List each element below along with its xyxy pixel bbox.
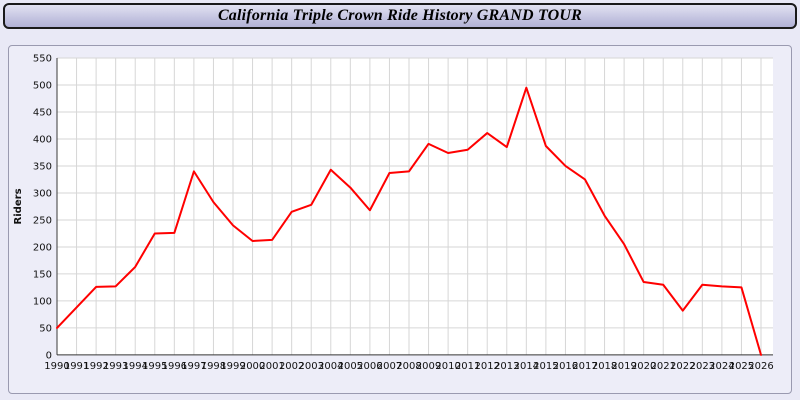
svg-text:1997: 1997 [181, 361, 206, 372]
riders-line-chart: 0501001502002503003504004505005501990199… [13, 54, 774, 372]
svg-text:1996: 1996 [162, 361, 187, 372]
svg-text:2010: 2010 [435, 361, 460, 372]
svg-text:2011: 2011 [455, 361, 480, 372]
svg-text:150: 150 [33, 269, 52, 280]
svg-text:2016: 2016 [553, 361, 578, 372]
svg-text:2025: 2025 [729, 361, 754, 372]
svg-text:1998: 1998 [201, 361, 226, 372]
svg-text:450: 450 [33, 108, 52, 119]
svg-text:2019: 2019 [611, 361, 636, 372]
svg-text:2015: 2015 [533, 361, 558, 372]
svg-text:2008: 2008 [396, 361, 421, 372]
svg-text:200: 200 [33, 242, 52, 253]
svg-text:1999: 1999 [220, 361, 245, 372]
svg-text:2017: 2017 [572, 361, 597, 372]
svg-text:0: 0 [46, 350, 52, 361]
svg-text:2023: 2023 [690, 361, 715, 372]
svg-text:1991: 1991 [64, 361, 89, 372]
chart-panel: 0 50 100 150 200 250 300 350 400 450 500 550 1990 199… [8, 45, 792, 394]
svg-text:350: 350 [33, 161, 52, 172]
svg-text:500: 500 [33, 81, 52, 92]
svg-text:2001: 2001 [259, 361, 284, 372]
svg-text:1992: 1992 [83, 361, 108, 372]
svg-text:100: 100 [33, 296, 52, 307]
svg-text:400: 400 [33, 134, 52, 145]
svg-text:50: 50 [39, 323, 52, 334]
svg-text:2021: 2021 [651, 361, 676, 372]
svg-text:2013: 2013 [494, 361, 519, 372]
svg-text:2004: 2004 [318, 361, 343, 372]
page-title: California Triple Crown Ride History GRA… [217, 7, 583, 24]
svg-text:2003: 2003 [299, 361, 324, 372]
svg-text:550: 550 [33, 54, 52, 65]
svg-text:2022: 2022 [670, 361, 695, 372]
chart-title-bar: California Triple Crown Ride History GRA… [3, 3, 797, 29]
svg-text:2012: 2012 [475, 361, 500, 372]
svg-text:2026: 2026 [748, 361, 773, 372]
svg-text:300: 300 [33, 188, 52, 199]
svg-text:2006: 2006 [357, 361, 382, 372]
svg-text:2014: 2014 [514, 361, 539, 372]
svg-text:2024: 2024 [709, 361, 734, 372]
svg-text:250: 250 [33, 215, 52, 226]
svg-text:2009: 2009 [416, 361, 441, 372]
svg-text:1995: 1995 [142, 361, 167, 372]
svg-text:1993: 1993 [103, 361, 128, 372]
svg-text:2000: 2000 [240, 361, 265, 372]
svg-text:2007: 2007 [377, 361, 402, 372]
svg-text:1994: 1994 [123, 361, 148, 372]
svg-text:1990: 1990 [44, 361, 69, 372]
svg-text:2020: 2020 [631, 361, 656, 372]
svg-text:2005: 2005 [338, 361, 363, 372]
svg-text:2002: 2002 [279, 361, 304, 372]
svg-text:2018: 2018 [592, 361, 617, 372]
svg-text:Riders: Riders [13, 188, 24, 224]
